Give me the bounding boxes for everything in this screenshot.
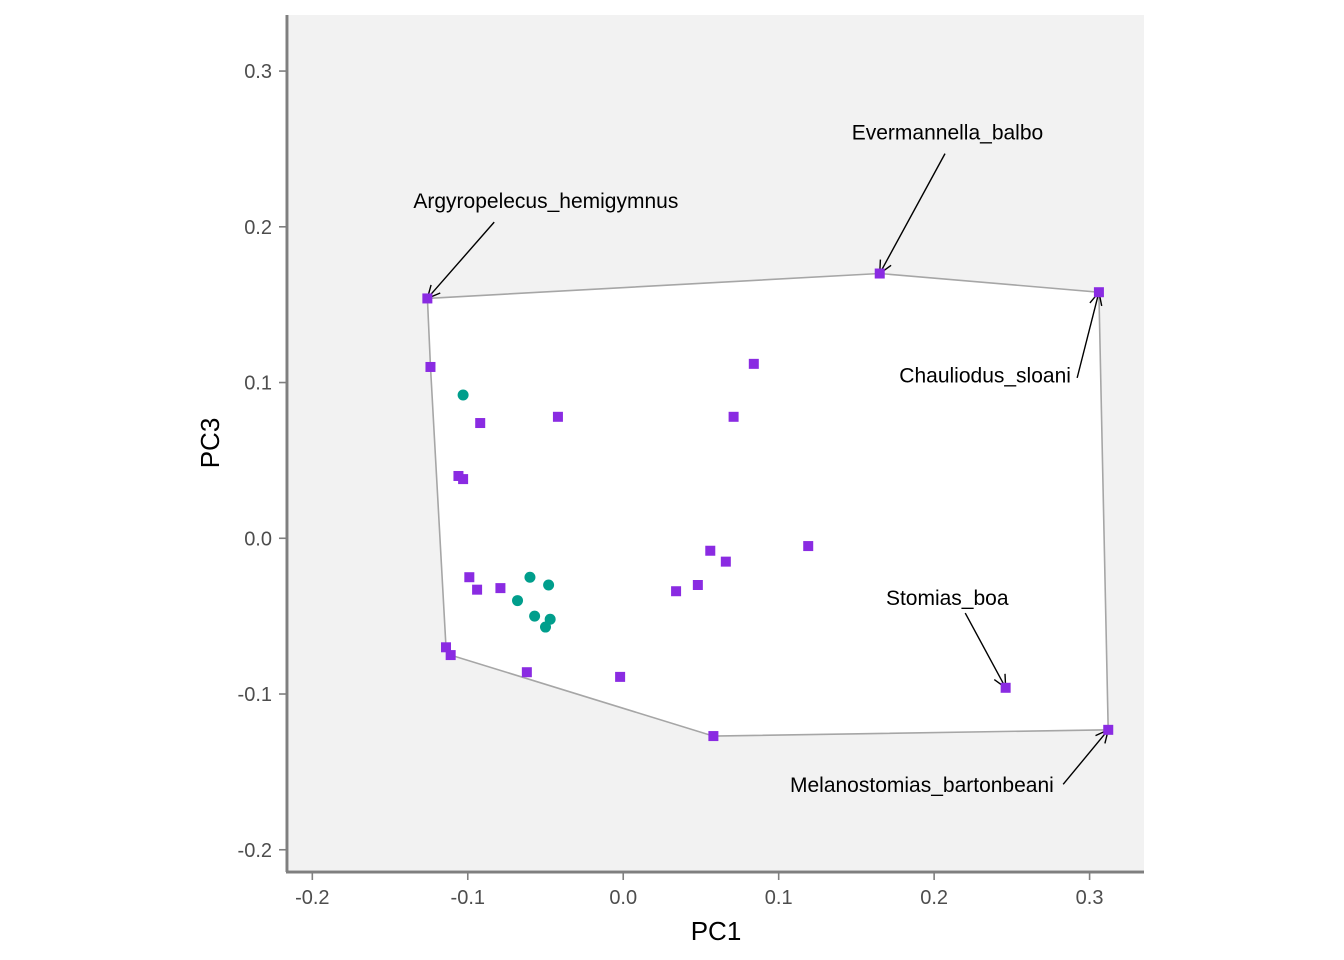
y-axis-ticks: -0.2 -0.1 0.0 0.1 0.2 0.3 <box>238 61 286 862</box>
annotation-label-3: Stomias_boa <box>886 587 1009 610</box>
x-tick-label-0: -0.2 <box>295 887 329 909</box>
annotation-label-4: Melanostomias_bartonbeani <box>790 774 1054 797</box>
y-tick-label-2: 0.0 <box>244 528 272 550</box>
x-tick-label-2: 0.0 <box>609 887 637 909</box>
data-point-circle-6 <box>540 621 551 633</box>
data-point-square-22 <box>1093 287 1104 298</box>
data-point-square-14 <box>692 580 703 590</box>
data-point-square-13 <box>671 586 682 597</box>
y-tick-label-1: -0.1 <box>238 684 272 706</box>
x-tick-label-3: 0.1 <box>765 887 793 909</box>
data-point-square-20 <box>803 541 814 552</box>
data-point-circle-0 <box>457 389 469 401</box>
data-point-square-1 <box>425 361 436 372</box>
data-point-circle-2 <box>543 579 555 591</box>
annotation-label-1: Evermannella_balbo <box>852 122 1043 145</box>
data-point-square-4 <box>458 474 469 485</box>
x-tick-label-1: -0.1 <box>451 887 485 909</box>
data-point-circle-3 <box>512 595 524 607</box>
convex-hull-polygon <box>426 272 1110 737</box>
y-tick-label-5: 0.3 <box>244 61 272 83</box>
data-point-square-8 <box>441 642 452 653</box>
data-point-square-23 <box>1000 682 1011 693</box>
data-point-square-12 <box>615 671 626 682</box>
annotation-line-3 <box>964 612 1007 689</box>
data-point-square-21 <box>874 268 885 279</box>
data-point-square-7 <box>495 583 506 594</box>
data-point-square-18 <box>728 411 739 422</box>
y-tick-label-0: -0.2 <box>238 840 272 862</box>
data-point-square-2 <box>475 418 486 429</box>
x-axis-ticks: -0.2 -0.1 0.0 0.1 0.2 0.3 <box>295 873 1103 909</box>
annotation-line-4 <box>1062 729 1109 785</box>
annotation-line-2 <box>1076 292 1100 379</box>
x-axis-title: PC1 <box>691 916 742 946</box>
annotation-labels: Argyropelecus_hemigymnus Evermannella_bal… <box>413 122 1071 798</box>
data-point-square-15 <box>705 545 716 556</box>
annotation-line-0 <box>426 221 495 299</box>
data-point-square-10 <box>521 667 532 678</box>
annotation-label-0: Argyropelecus_hemigymnus <box>413 190 678 213</box>
x-tick-label-4: 0.2 <box>920 887 948 909</box>
data-point-square-17 <box>708 731 719 742</box>
data-point-square-19 <box>748 358 759 369</box>
data-point-square-11 <box>552 411 563 422</box>
data-point-circle-4 <box>529 610 541 622</box>
y-tick-label-4: 0.2 <box>244 217 272 239</box>
data-point-square-5 <box>464 572 475 583</box>
data-point-circle-1 <box>524 571 536 583</box>
data-point-square-9 <box>445 650 456 661</box>
annotation-label-2: Chauliodus_sloani <box>899 365 1071 388</box>
data-point-square-6 <box>472 584 483 595</box>
data-points <box>422 268 1114 742</box>
x-tick-label-5: 0.3 <box>1076 887 1104 909</box>
y-axis-title: PC3 <box>195 418 225 469</box>
y-tick-label-3: 0.1 <box>244 373 272 395</box>
data-point-square-24 <box>1103 724 1114 735</box>
data-point-square-16 <box>720 556 731 567</box>
data-point-square-0 <box>422 293 433 304</box>
annotation-line-1 <box>879 153 946 274</box>
